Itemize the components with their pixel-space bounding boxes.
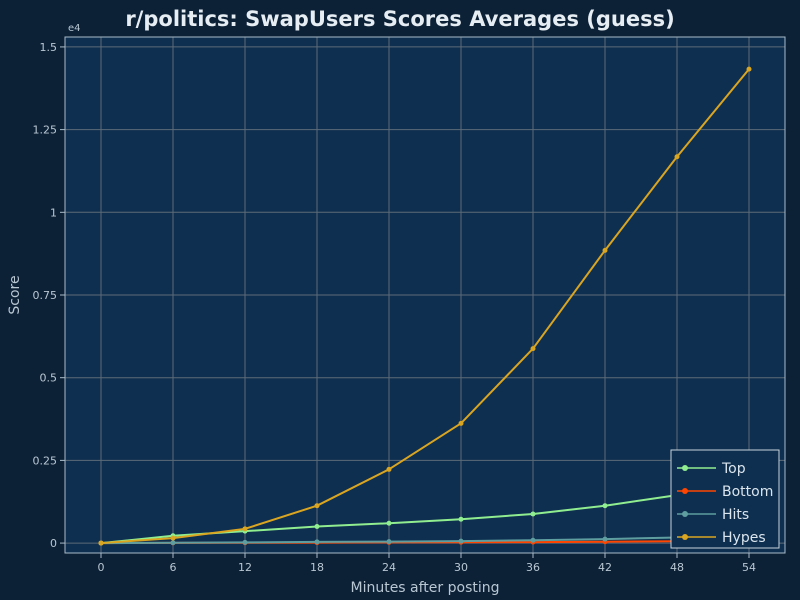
x-tick-label: 6 — [170, 561, 177, 574]
data-point-hits — [386, 539, 392, 545]
y-tick-label: 1.25 — [33, 124, 58, 137]
legend-marker — [682, 465, 688, 471]
legend-marker — [682, 534, 688, 540]
y-axis-label: Score — [7, 275, 23, 314]
y-exponent-label: e4 — [68, 23, 81, 34]
x-tick-label: 18 — [310, 561, 324, 574]
data-point-top — [458, 516, 464, 522]
series-line-hits — [100, 534, 750, 545]
legend-item-hits[interactable]: Hits — [677, 507, 749, 523]
ticks: 0 6 12 18 24 30 36 42 48 54 0 0.25 0.5 0.75 1 1.25 1.5 — [33, 41, 757, 574]
series-layer — [98, 66, 752, 546]
data-point-hypes — [530, 346, 536, 352]
data-point-hypes — [314, 503, 320, 509]
data-point-hypes — [170, 535, 176, 541]
legend-label: Bottom — [722, 484, 773, 500]
chart-title: r/politics: SwapUsers Scores Averages (g… — [125, 7, 674, 31]
y-tick-label: 0.75 — [33, 289, 58, 302]
x-tick-label: 30 — [454, 561, 468, 574]
legend-label: Hypes — [722, 530, 766, 546]
data-point-hits — [170, 540, 176, 546]
x-tick-label: 36 — [526, 561, 540, 574]
y-tick-label: 0.5 — [40, 372, 58, 385]
legend-box — [670, 449, 780, 549]
legend-marker — [682, 511, 688, 517]
data-point-top — [530, 511, 536, 517]
x-tick-label: 24 — [382, 561, 396, 574]
legend-item-bottom[interactable]: Bottom — [677, 484, 773, 500]
series-hypes — [98, 66, 752, 546]
data-point-hits — [242, 539, 248, 545]
legend-item-top[interactable]: Top — [677, 461, 746, 477]
data-point-hits — [602, 536, 608, 542]
data-point-top — [314, 524, 320, 530]
data-point-hits — [530, 537, 536, 543]
x-tick-label: 0 — [98, 561, 105, 574]
data-point-hypes — [98, 540, 104, 546]
series-line-hypes — [100, 68, 750, 545]
y-tick-label: 1.5 — [40, 41, 58, 54]
data-point-hypes — [674, 154, 680, 160]
x-tick-label: 48 — [670, 561, 684, 574]
data-point-hypes — [746, 66, 752, 72]
data-point-hypes — [242, 526, 248, 532]
x-tick-label: 42 — [598, 561, 612, 574]
data-point-hypes — [386, 466, 392, 472]
legend-label: Hits — [722, 507, 749, 523]
y-tick-label: 1 — [50, 206, 57, 219]
data-point-hypes — [602, 247, 608, 253]
y-tick-label: 0.25 — [33, 454, 58, 467]
legend-label: Top — [721, 461, 746, 477]
x-axis-label: Minutes after posting — [350, 580, 499, 596]
data-point-hypes — [458, 420, 464, 426]
data-point-top — [602, 503, 608, 509]
legend: Top Bottom Hits Hypes — [670, 449, 780, 549]
data-point-hits — [314, 539, 320, 545]
x-tick-label: 12 — [238, 561, 252, 574]
data-point-top — [386, 520, 392, 526]
data-point-hits — [458, 538, 464, 544]
y-tick-label: 0 — [50, 537, 57, 550]
legend-item-hypes[interactable]: Hypes — [677, 530, 766, 546]
legend-marker — [682, 488, 688, 494]
x-tick-label: 54 — [742, 561, 756, 574]
